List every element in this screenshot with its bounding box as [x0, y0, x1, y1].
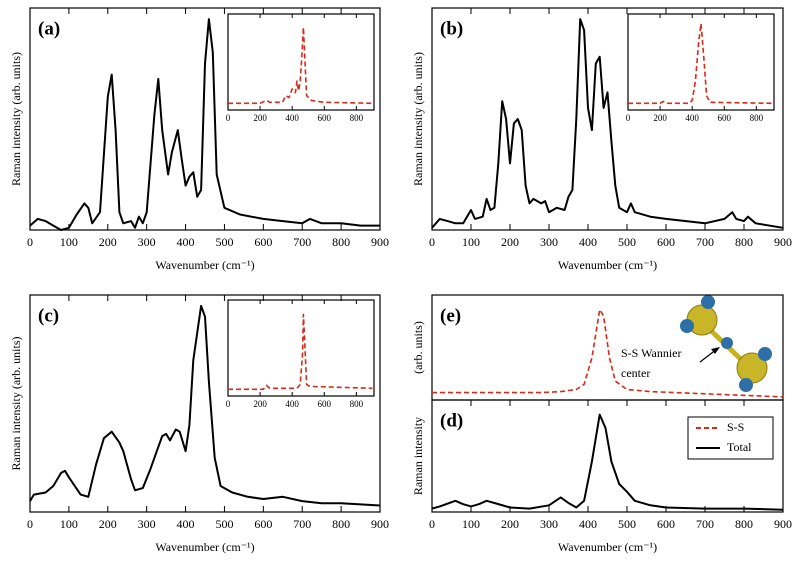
- x-tick-label: 700: [696, 517, 714, 531]
- x-tick-label: 600: [254, 517, 272, 531]
- x-axis-label: Wavenumber (cm⁻¹): [155, 540, 254, 554]
- x-tick-label: 500: [618, 517, 636, 531]
- x-tick-label: 600: [318, 399, 332, 409]
- molecule: [680, 295, 772, 392]
- annotation: S-S Wannier: [621, 346, 681, 360]
- x-tick-label: 200: [99, 235, 117, 249]
- x-tick-label: 700: [696, 235, 714, 249]
- annotation: center: [621, 366, 650, 380]
- x-tick-label: 600: [657, 517, 675, 531]
- line-series: [228, 313, 373, 391]
- panel-label: (c): [38, 305, 59, 326]
- y-axis-label: Raman intensity (arb. units): [9, 52, 23, 186]
- x-axis-label: Wavenumber (cm⁻¹): [155, 258, 254, 272]
- x-tick-label: 300: [540, 235, 558, 249]
- x-tick-label: 900: [371, 235, 389, 249]
- x-tick-label: 400: [579, 235, 597, 249]
- x-tick-label: 300: [138, 235, 156, 249]
- x-tick-label: 100: [462, 235, 480, 249]
- panel-label: (a): [38, 18, 60, 39]
- x-tick-label: 0: [626, 113, 631, 123]
- line-series: [29, 18, 380, 231]
- x-tick-label: 500: [215, 235, 233, 249]
- x-tick-label: 600: [657, 235, 675, 249]
- x-tick-label: 200: [99, 517, 117, 531]
- x-tick-label: 400: [685, 113, 699, 123]
- x-tick-label: 700: [293, 517, 311, 531]
- y-axis-label: Raman intensity: [411, 417, 425, 495]
- x-tick-label: 200: [501, 235, 519, 249]
- x-tick-label: 0: [27, 235, 33, 249]
- x-tick-label: 100: [462, 517, 480, 531]
- x-tick-label: 900: [774, 517, 792, 531]
- y-axis-label: (arb. units): [411, 321, 425, 374]
- x-tick-label: 100: [60, 235, 78, 249]
- x-tick-label: 900: [774, 235, 792, 249]
- panel-label: (d): [440, 410, 463, 431]
- x-tick-label: 500: [618, 235, 636, 249]
- panel-label: (b): [440, 18, 463, 39]
- x-tick-label: 200: [653, 113, 667, 123]
- line-series: [432, 308, 784, 398]
- plot-frame: [29, 294, 381, 513]
- legend: S-S Total: [687, 416, 774, 460]
- x-tick-label: 400: [285, 399, 299, 409]
- x-tick-label: 800: [350, 113, 364, 123]
- line-series: [29, 304, 381, 507]
- x-tick-label: 0: [429, 235, 435, 249]
- x-tick-label: 800: [350, 399, 364, 409]
- plot-frame: [431, 399, 784, 513]
- x-tick-label: 800: [332, 235, 350, 249]
- x-tick-label: 800: [735, 517, 753, 531]
- x-tick-label: 0: [226, 113, 231, 123]
- line-series: [228, 26, 373, 105]
- x-tick-label: 900: [371, 517, 389, 531]
- x-axis-label: Wavenumber (cm⁻¹): [558, 540, 657, 554]
- y-axis-label: Raman intensity (arb. units): [9, 337, 23, 471]
- plot-frame: [227, 13, 375, 111]
- x-tick-label: 300: [540, 517, 558, 531]
- plot-frame: [227, 299, 375, 397]
- x-tick-label: 700: [293, 235, 311, 249]
- x-tick-label: 800: [735, 235, 753, 249]
- x-tick-label: 300: [138, 517, 156, 531]
- x-tick-label: 800: [332, 517, 350, 531]
- x-tick-label: 0: [429, 517, 435, 531]
- x-tick-label: 400: [579, 517, 597, 531]
- panel-label: (e): [440, 305, 461, 326]
- x-tick-label: 0: [226, 399, 231, 409]
- x-tick-label: 400: [177, 235, 195, 249]
- x-tick-label: 500: [215, 517, 233, 531]
- x-tick-label: 600: [718, 113, 732, 123]
- x-tick-label: 400: [285, 113, 299, 123]
- x-tick-label: 600: [318, 113, 332, 123]
- line-series: [431, 413, 784, 511]
- x-tick-label: 100: [60, 517, 78, 531]
- plot-frame: [431, 7, 784, 231]
- line-series: [628, 22, 773, 105]
- legend-box: [687, 416, 774, 460]
- legend-label: S-S: [727, 420, 744, 434]
- x-tick-label: 200: [253, 113, 267, 123]
- plot-frame: [29, 7, 381, 231]
- x-axis-label: Wavenumber (cm⁻¹): [558, 258, 657, 272]
- y-axis-label: Raman intensity (arb. units): [411, 52, 425, 186]
- legend-label: Total: [727, 440, 752, 454]
- plot-frame: [627, 13, 775, 111]
- x-tick-label: 800: [750, 113, 764, 123]
- x-tick-label: 600: [254, 235, 272, 249]
- line-series: [431, 18, 784, 229]
- x-tick-label: 200: [253, 399, 267, 409]
- x-tick-label: 0: [27, 517, 33, 531]
- x-tick-label: 200: [501, 517, 519, 531]
- x-tick-label: 400: [177, 517, 195, 531]
